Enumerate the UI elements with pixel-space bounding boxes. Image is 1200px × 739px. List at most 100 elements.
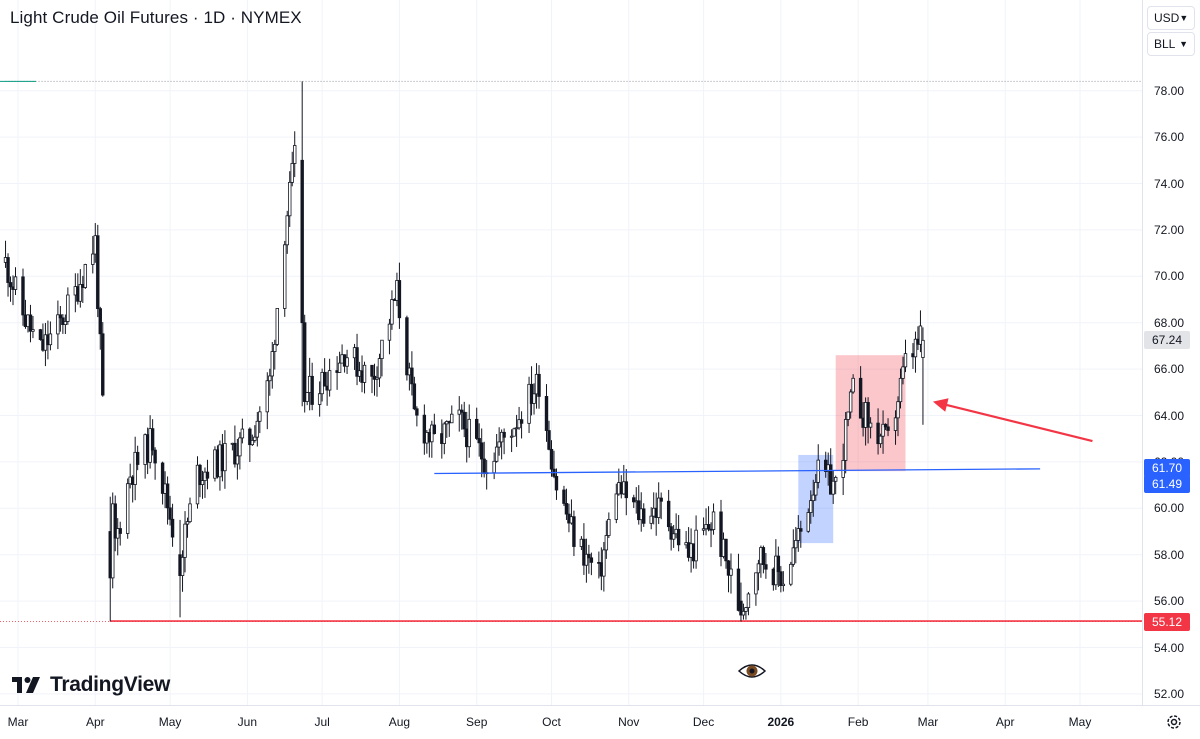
price-tick-label: 66.00	[1154, 362, 1185, 377]
unit-selector[interactable]: BLL ▼	[1147, 32, 1195, 56]
candle-body	[517, 419, 521, 429]
horizontal-lines	[0, 80, 1142, 623]
price-tick-label: 60.00	[1154, 501, 1185, 516]
candle-body	[170, 518, 175, 538]
candle-body	[711, 511, 716, 530]
eye-icon[interactable]	[737, 661, 767, 687]
candle-body	[410, 367, 414, 385]
candle-body	[851, 377, 855, 393]
candle-body	[841, 460, 845, 478]
candle-body	[223, 443, 227, 472]
candle-body	[250, 440, 255, 446]
candle-body	[497, 441, 501, 448]
tradingview-logo-icon	[12, 677, 40, 693]
candle-body	[91, 253, 95, 265]
candle-body	[442, 423, 446, 444]
time-tick-label: Aug	[388, 715, 411, 729]
candle-body	[13, 276, 18, 290]
candle-body	[460, 409, 464, 413]
candle-body	[537, 373, 541, 397]
candle-body	[322, 371, 327, 387]
candle-body	[345, 357, 349, 367]
candle-body	[587, 553, 591, 559]
time-tick-label: 2026	[767, 715, 795, 729]
candle-body	[736, 568, 741, 611]
candle-body	[809, 500, 813, 513]
candle-body	[719, 511, 723, 557]
price-tick-label: 56.00	[1154, 594, 1185, 609]
candle-body	[415, 408, 419, 416]
candle-body	[756, 563, 761, 574]
candle-body	[791, 547, 796, 565]
candle-body	[305, 392, 309, 402]
currency-label: USD	[1154, 11, 1180, 25]
logo-text: TradingView	[50, 673, 171, 696]
currency-selector[interactable]: USD ▼	[1147, 6, 1195, 30]
candle-body	[794, 540, 798, 549]
candle-body	[614, 493, 619, 520]
candle-body	[293, 145, 297, 164]
gear-icon[interactable]	[1165, 713, 1183, 736]
price-tick-label: 74.00	[1154, 176, 1185, 191]
candle-body	[886, 426, 890, 431]
candle-body	[118, 528, 122, 534]
candle-body	[796, 528, 800, 541]
candle-body	[843, 419, 848, 461]
candle-body	[564, 503, 569, 515]
candle-body	[754, 572, 758, 595]
candle-body	[724, 538, 728, 562]
chart-title: Light Crude Oil Futures · 1D · NYMEX	[10, 8, 302, 27]
candle-body	[180, 556, 185, 576]
candle-body	[632, 497, 636, 503]
tradingview-logo[interactable]: TradingView	[12, 673, 170, 697]
chevron-down-icon: ▼	[1179, 13, 1189, 23]
candle-body	[302, 322, 307, 402]
price-tick-label: 78.00	[1154, 83, 1185, 98]
candle-body	[66, 294, 70, 322]
candle-body	[98, 308, 102, 335]
price-label: 55.12	[1144, 612, 1190, 631]
candle-body	[706, 524, 711, 530]
candle-body	[370, 364, 374, 377]
time-tick-label: Dec	[692, 715, 715, 729]
candle-body	[669, 526, 673, 540]
candle-body	[38, 329, 43, 340]
candle-body	[310, 375, 314, 405]
candle-body	[78, 284, 83, 302]
candle-body	[160, 462, 165, 494]
candle-body	[63, 321, 68, 325]
time-tick-label: Apr	[85, 715, 105, 729]
chevron-down-icon: ▼	[1179, 39, 1188, 49]
candle-body	[604, 535, 609, 551]
candle-body	[327, 370, 332, 391]
time-tick-label: Jul	[314, 715, 330, 729]
candle-body	[562, 489, 566, 504]
candle-body	[153, 449, 157, 464]
candle-body	[479, 442, 484, 460]
price-tick-label: 68.00	[1154, 315, 1185, 330]
price-tick-label: 52.00	[1154, 686, 1185, 701]
candle-body	[607, 518, 611, 536]
candle-body	[275, 308, 279, 345]
candle-body	[273, 343, 277, 352]
candle-body	[185, 521, 190, 525]
candle-body	[881, 423, 885, 437]
candle-body	[111, 503, 115, 579]
candle-body	[776, 555, 781, 573]
candle-body	[781, 583, 786, 586]
candle-body	[811, 494, 815, 502]
time-tick-label: Jun	[237, 715, 258, 729]
candle-body	[362, 364, 367, 383]
time-tick-label: Sep	[466, 715, 488, 729]
candle-body	[375, 377, 379, 380]
candle-body	[642, 508, 646, 524]
price-tick-label: 70.00	[1154, 269, 1185, 284]
candle-body	[56, 314, 60, 335]
candle-body	[270, 351, 274, 377]
candle-body	[405, 317, 409, 376]
time-tick-label: May	[158, 715, 182, 729]
candle-body	[502, 431, 506, 438]
candle-body	[28, 314, 33, 332]
candle-body	[779, 571, 783, 586]
